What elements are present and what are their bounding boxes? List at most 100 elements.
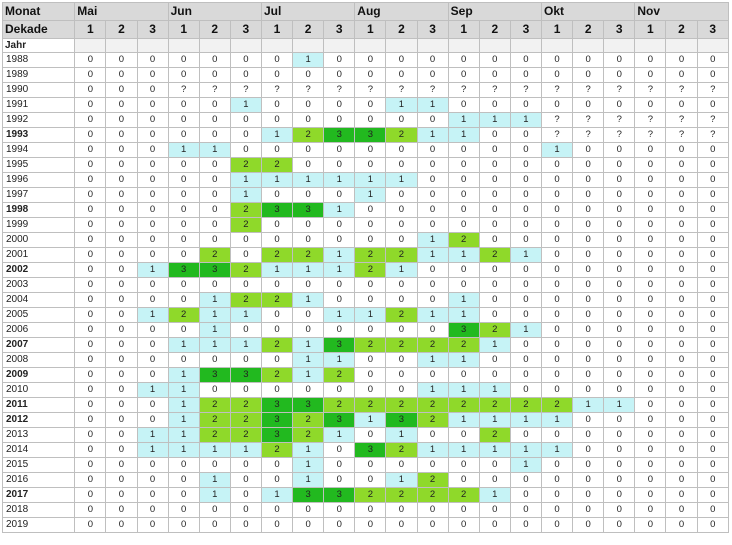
value-cell: 1	[323, 427, 356, 443]
year-cell: 2012	[1, 412, 76, 428]
value-cell: 0	[167, 202, 200, 218]
value-cell: ?	[167, 82, 200, 98]
value-cell: 0	[323, 502, 356, 518]
value-cell: 0	[136, 232, 169, 248]
value-cell: 0	[665, 172, 698, 188]
value-cell: 0	[323, 112, 356, 128]
value-cell: 0	[696, 412, 730, 428]
value-cell: 0	[292, 322, 325, 338]
value-cell: 0	[478, 52, 511, 68]
value-cell: 0	[292, 142, 325, 158]
year-cell: 2017	[1, 487, 76, 503]
value-cell: 0	[509, 52, 543, 68]
year-row: 2007 0 0 0 1 1 1 2 1 3 2 2 2 2 1 0 0 0 0 0 0 0	[1, 337, 730, 353]
value-cell: 0	[167, 322, 200, 338]
value-cell: 0	[74, 517, 107, 533]
value-cell: 0	[478, 292, 511, 308]
value-cell: 0	[136, 457, 169, 473]
value-cell: 2	[323, 397, 356, 413]
value-cell: 0	[509, 232, 543, 248]
value-cell: 0	[74, 397, 107, 413]
value-cell: 0	[696, 382, 730, 398]
value-cell: 0	[603, 367, 636, 383]
value-cell: 0	[603, 307, 636, 323]
value-cell: 0	[447, 502, 480, 518]
value-cell: 0	[416, 142, 449, 158]
value-cell: 2	[540, 397, 574, 413]
year-cell: 2013	[1, 427, 76, 443]
value-cell: 0	[167, 67, 200, 83]
value-cell: 0	[292, 67, 325, 83]
value-cell: 0	[509, 157, 543, 173]
dekade-number-cell: 1	[74, 20, 107, 39]
value-cell: 0	[603, 457, 636, 473]
value-cell: 0	[354, 472, 387, 488]
value-cell: 0	[634, 517, 667, 533]
year-row: 2002 0 0 1 3 3 2 1 1 1 2 1 0 0 0 0 0 0 0 0 0 0	[1, 262, 730, 278]
value-cell: 2	[229, 262, 262, 278]
year-row: 2012 0 0 0 1 2 2 3 2 3 1 3 2 1 1 1 1 0 0 0 0 0	[1, 412, 730, 428]
value-cell: 0	[292, 112, 325, 128]
value-cell: 0	[696, 157, 730, 173]
value-cell: 0	[603, 97, 636, 113]
value-cell: 3	[198, 367, 231, 383]
value-cell: 0	[74, 352, 107, 368]
year-cell: 2019	[1, 517, 76, 533]
value-cell: 0	[572, 97, 605, 113]
value-cell: 0	[229, 472, 262, 488]
value-cell: 0	[665, 142, 698, 158]
value-cell: 1	[292, 262, 325, 278]
value-cell: 0	[572, 457, 605, 473]
value-cell: 2	[385, 487, 418, 503]
dekade-number-cell: 1	[167, 20, 200, 39]
value-cell: 0	[323, 457, 356, 473]
value-cell: 0	[696, 307, 730, 323]
value-cell: 0	[136, 187, 169, 203]
dekade-number-cell: 1	[540, 20, 574, 39]
value-cell: 0	[74, 157, 107, 173]
value-cell: 0	[603, 142, 636, 158]
value-cell: 0	[105, 232, 138, 248]
value-cell: 1	[509, 457, 543, 473]
value-cell: 1	[323, 202, 356, 218]
value-cell: 0	[105, 367, 138, 383]
value-cell: 0	[478, 187, 511, 203]
value-cell: 0	[229, 247, 262, 263]
value-cell: 0	[665, 97, 698, 113]
value-cell: 0	[167, 217, 200, 233]
value-cell: 0	[260, 307, 294, 323]
value-cell: 0	[603, 157, 636, 173]
value-cell: 0	[572, 487, 605, 503]
year-row: 1993 0 0 0 0 0 0 1 2 3 3 2 1 1 0 0??????	[1, 127, 730, 143]
month-header-cell: Mai	[74, 2, 169, 21]
value-cell: 0	[696, 262, 730, 278]
year-row: 2011 0 0 0 1 2 2 3 3 2 2 2 2 2 2 2 2 1 1 0 0 0	[1, 397, 730, 413]
value-cell: 0	[167, 52, 200, 68]
value-cell: 0	[105, 322, 138, 338]
value-cell: 3	[292, 397, 325, 413]
value-cell: 0	[354, 367, 387, 383]
value-cell: 0	[509, 262, 543, 278]
value-cell: 0	[229, 52, 262, 68]
value-cell: 0	[385, 232, 418, 248]
value-cell: 0	[572, 202, 605, 218]
value-cell: 0	[260, 142, 294, 158]
value-cell: 0	[572, 352, 605, 368]
value-cell: 1	[416, 232, 449, 248]
jahr-empty-cell	[198, 38, 231, 53]
value-cell: 0	[385, 52, 418, 68]
value-cell: 0	[74, 457, 107, 473]
value-cell: 0	[447, 367, 480, 383]
value-cell: 0	[696, 217, 730, 233]
dekade-number-cell: 2	[198, 20, 231, 39]
value-cell: 0	[292, 382, 325, 398]
year-cell: 1999	[1, 217, 76, 233]
value-cell: 1	[229, 187, 262, 203]
value-cell: 0	[572, 382, 605, 398]
value-cell: 2	[509, 397, 543, 413]
month-header-cell: Jul	[260, 2, 356, 21]
jahr-empty-cell	[292, 38, 325, 53]
value-cell: 0	[105, 517, 138, 533]
jahr-empty-cell	[354, 38, 387, 53]
value-cell: 0	[105, 427, 138, 443]
